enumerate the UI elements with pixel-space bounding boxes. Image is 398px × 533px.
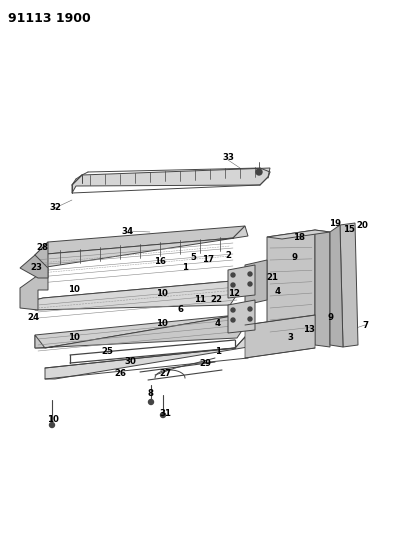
Text: 30: 30	[124, 358, 136, 367]
Text: 21: 21	[266, 273, 278, 282]
Text: 9: 9	[291, 254, 297, 262]
Circle shape	[231, 318, 235, 322]
Text: 18: 18	[293, 233, 305, 243]
Circle shape	[231, 273, 235, 277]
Polygon shape	[245, 260, 267, 305]
Circle shape	[248, 307, 252, 311]
Text: 11: 11	[194, 295, 206, 303]
Text: 10: 10	[156, 319, 168, 327]
Polygon shape	[330, 225, 343, 347]
Polygon shape	[20, 268, 48, 310]
Text: 9: 9	[327, 313, 333, 322]
Polygon shape	[35, 313, 250, 348]
Polygon shape	[35, 226, 245, 255]
Text: 26: 26	[114, 369, 126, 378]
Polygon shape	[45, 337, 248, 379]
Text: 33: 33	[222, 152, 234, 161]
Polygon shape	[267, 230, 330, 239]
Text: 20: 20	[356, 221, 368, 230]
Text: 4: 4	[215, 319, 221, 327]
Polygon shape	[72, 168, 270, 193]
Polygon shape	[35, 242, 48, 268]
Text: 10: 10	[156, 288, 168, 297]
Polygon shape	[228, 300, 255, 333]
Text: 25: 25	[101, 346, 113, 356]
Text: 8: 8	[148, 389, 154, 398]
Text: 15: 15	[343, 224, 355, 233]
Polygon shape	[245, 315, 315, 358]
Polygon shape	[20, 255, 48, 278]
Text: 12: 12	[228, 289, 240, 298]
Polygon shape	[35, 226, 248, 268]
Text: 2: 2	[225, 252, 231, 261]
Polygon shape	[315, 230, 330, 347]
Text: 6: 6	[178, 305, 184, 314]
Text: 28: 28	[36, 244, 48, 253]
Polygon shape	[228, 265, 255, 298]
Text: 1: 1	[182, 262, 188, 271]
Text: 34: 34	[122, 227, 134, 236]
Polygon shape	[35, 303, 250, 348]
Circle shape	[256, 169, 262, 175]
Text: 22: 22	[210, 295, 222, 303]
Text: 32: 32	[49, 204, 61, 213]
Circle shape	[248, 317, 252, 321]
Circle shape	[248, 282, 252, 286]
Text: 10: 10	[47, 416, 59, 424]
Circle shape	[231, 283, 235, 287]
Text: 27: 27	[159, 369, 171, 378]
Circle shape	[160, 413, 166, 417]
Text: 24: 24	[27, 313, 39, 322]
Polygon shape	[340, 223, 358, 347]
Text: 17: 17	[202, 254, 214, 263]
Text: 31: 31	[159, 408, 171, 417]
Circle shape	[148, 400, 154, 405]
Text: 23: 23	[30, 263, 42, 272]
Text: 4: 4	[275, 287, 281, 295]
Text: 10: 10	[68, 285, 80, 294]
Text: 7: 7	[362, 320, 368, 329]
Text: 1: 1	[215, 348, 221, 357]
Circle shape	[248, 272, 252, 276]
Text: 19: 19	[329, 220, 341, 229]
Text: 16: 16	[154, 256, 166, 265]
Polygon shape	[35, 280, 243, 310]
Polygon shape	[267, 230, 315, 352]
Text: 29: 29	[199, 359, 211, 367]
Text: 5: 5	[190, 253, 196, 262]
Text: 10: 10	[68, 334, 80, 343]
Text: 91113 1900: 91113 1900	[8, 12, 91, 25]
Text: 3: 3	[287, 333, 293, 342]
Polygon shape	[35, 270, 243, 300]
Circle shape	[49, 423, 55, 427]
Circle shape	[231, 308, 235, 312]
Text: 13: 13	[303, 326, 315, 335]
